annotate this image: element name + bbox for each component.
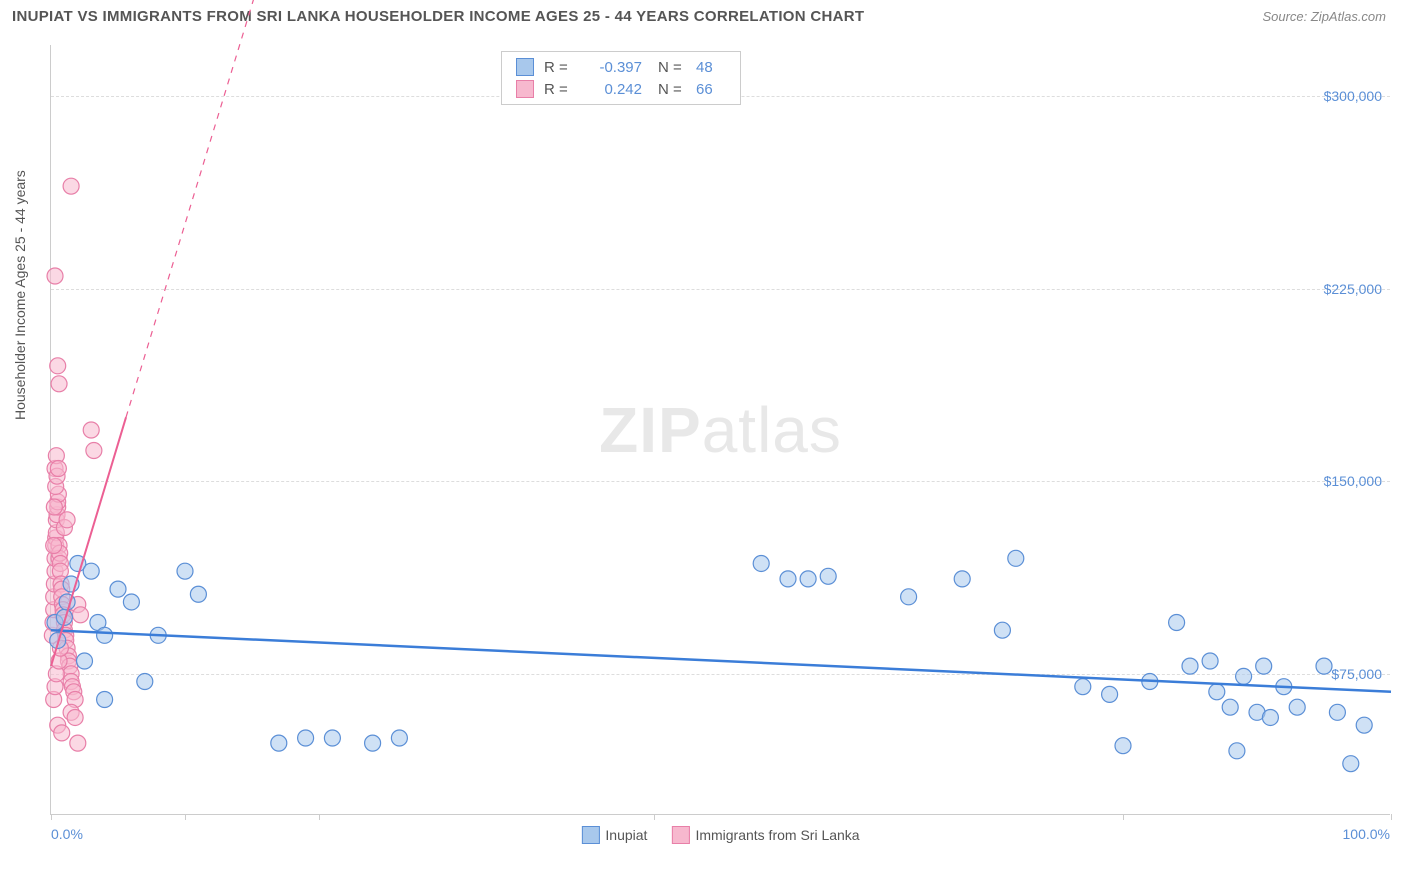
n-label: N = [658,81,686,98]
source-link[interactable]: ZipAtlas.com [1311,9,1386,24]
data-point [365,735,381,751]
scatter-svg [51,45,1390,814]
trend-line [126,0,279,417]
data-point [110,581,126,597]
data-point [51,376,67,392]
data-point [46,538,62,554]
data-point [1229,743,1245,759]
chart-title: INUPIAT VS IMMIGRANTS FROM SRI LANKA HOU… [12,8,864,25]
data-point [901,589,917,605]
data-point [46,499,62,515]
data-point [1182,658,1198,674]
series-legend-item: Inupiat [581,826,647,844]
data-point [780,571,796,587]
data-point [994,622,1010,638]
data-point [137,674,153,690]
series-legend-label: Immigrants from Sri Lanka [695,827,859,843]
data-point [1262,709,1278,725]
chart-plot-area: ZIPatlas $75,000$150,000$225,000$300,000… [50,45,1390,815]
r-label: R = [544,59,572,76]
legend-swatch [516,80,534,98]
chart-header: INUPIAT VS IMMIGRANTS FROM SRI LANKA HOU… [0,0,1406,33]
data-point [820,568,836,584]
data-point [1075,679,1091,695]
data-point [63,178,79,194]
data-point [47,268,63,284]
data-point [1102,686,1118,702]
legend-swatch [671,826,689,844]
series-legend: Inupiat Immigrants from Sri Lanka [581,826,859,844]
x-tick-mark [319,814,320,820]
data-point [1289,699,1305,715]
data-point [1169,615,1185,631]
data-point [298,730,314,746]
x-tick-mark [1391,814,1392,820]
data-point [1329,704,1345,720]
data-point [324,730,340,746]
data-point [86,443,102,459]
data-point [1356,717,1372,733]
data-point [83,422,99,438]
data-point [177,563,193,579]
y-axis-label: Householder Income Ages 25 - 44 years [12,170,28,420]
series-legend-label: Inupiat [605,827,647,843]
data-point [391,730,407,746]
x-tick-mark [1123,814,1124,820]
r-value: 0.242 [582,81,642,98]
data-point [77,653,93,669]
data-point [190,586,206,602]
r-label: R = [544,81,572,98]
data-point [800,571,816,587]
data-point [72,607,88,623]
n-value: 66 [696,81,726,98]
x-tick-mark [654,814,655,820]
legend-swatch [581,826,599,844]
data-point [1343,756,1359,772]
data-point [954,571,970,587]
correlation-legend-row: R = -0.397 N = 48 [516,56,726,78]
legend-swatch [516,58,534,76]
series-pink-points [44,178,102,751]
correlation-legend: R = -0.397 N = 48 R = 0.242 N = 66 [501,51,741,105]
data-point [1222,699,1238,715]
data-point [1209,684,1225,700]
data-point [123,594,139,610]
correlation-legend-row: R = 0.242 N = 66 [516,78,726,100]
n-label: N = [658,59,686,76]
x-axis-min-label: 0.0% [51,826,83,842]
data-point [54,725,70,741]
x-tick-mark [185,814,186,820]
data-point [70,735,86,751]
data-point [97,692,113,708]
data-point [1008,550,1024,566]
series-legend-item: Immigrants from Sri Lanka [671,826,859,844]
n-value: 48 [696,59,726,76]
r-value: -0.397 [582,59,642,76]
x-axis-max-label: 100.0% [1343,826,1390,842]
data-point [59,512,75,528]
x-tick-mark [51,814,52,820]
data-point [97,627,113,643]
data-point [271,735,287,751]
data-point [67,709,83,725]
data-point [1236,668,1252,684]
data-point [1202,653,1218,669]
data-point [50,358,66,374]
data-point [753,555,769,571]
source-attribution: Source: ZipAtlas.com [1262,9,1386,24]
source-prefix: Source: [1262,9,1310,24]
data-point [83,563,99,579]
data-point [50,461,66,477]
data-point [1316,658,1332,674]
data-point [1115,738,1131,754]
data-point [1256,658,1272,674]
